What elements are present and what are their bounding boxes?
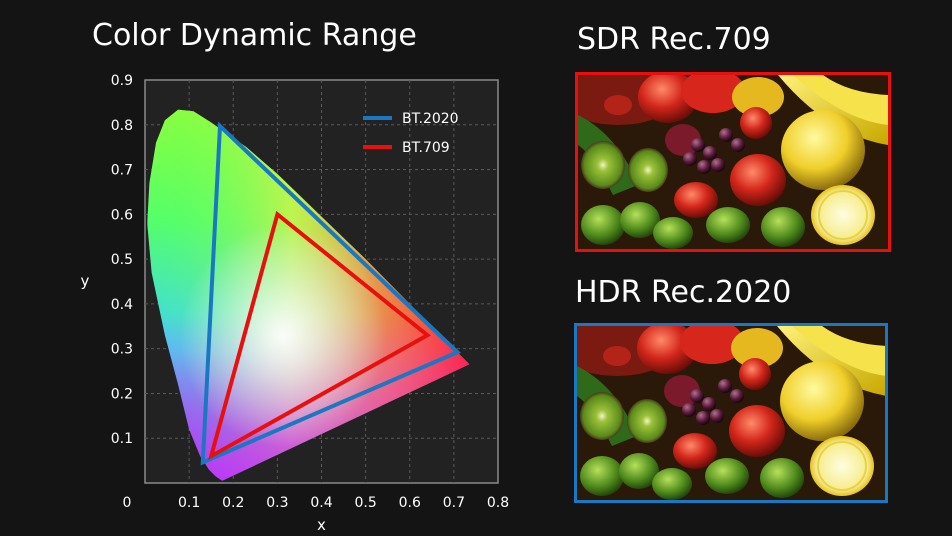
y-axis-label: y <box>81 272 90 290</box>
y-tick-label: 0.3 <box>111 342 133 358</box>
x-tick-label: 0.1 <box>178 495 200 511</box>
y-tick-label: 0.7 <box>111 163 133 179</box>
x-tick-label: 0.8 <box>487 495 509 511</box>
x-tick-label: 0.3 <box>266 495 288 511</box>
x-tick-label: 0.5 <box>354 495 376 511</box>
x-tick-label: 0.4 <box>310 495 332 511</box>
x-tick-label: 0.2 <box>222 495 244 511</box>
legend: BT.2020 BT.709 <box>363 111 459 156</box>
hdr-photo <box>574 323 888 503</box>
y-tick-label: 0.8 <box>111 118 133 134</box>
x-tick-label: 0.7 <box>443 495 465 511</box>
sdr-photo <box>575 72 891 252</box>
hdr-title: HDR Rec.2020 <box>575 275 792 310</box>
y-tick-label: 0.2 <box>111 386 133 402</box>
gamut-triangle-bt2020 <box>200 121 461 466</box>
y-tick-label: 0.5 <box>111 252 133 268</box>
sdr-fruit-image <box>578 75 888 249</box>
y-tick-label: 0.4 <box>111 297 133 313</box>
y-tick-label: 0.1 <box>111 431 133 447</box>
legend-label: BT.709 <box>402 140 450 156</box>
sdr-title: SDR Rec.709 <box>577 22 771 57</box>
gamut-triangle-bt709 <box>208 210 431 461</box>
legend-label: BT.2020 <box>402 111 459 127</box>
y-tick-label: 0.6 <box>111 207 133 223</box>
hdr-fruit-image <box>577 326 885 500</box>
y-tick-label: 0.9 <box>111 73 133 89</box>
x-tick-label: 0.6 <box>399 495 421 511</box>
x-tick-label: 0 <box>123 495 132 511</box>
chart-title: Color Dynamic Range <box>92 18 417 53</box>
x-axis-label: x <box>317 516 326 534</box>
